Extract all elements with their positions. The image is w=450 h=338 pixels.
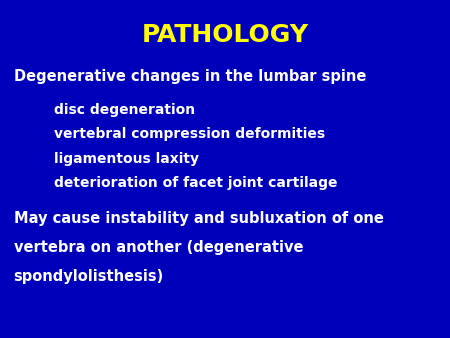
Text: PATHOLOGY: PATHOLOGY xyxy=(141,23,309,48)
Text: spondylolisthesis): spondylolisthesis) xyxy=(14,269,164,284)
Text: Degenerative changes in the lumbar spine: Degenerative changes in the lumbar spine xyxy=(14,69,366,83)
Text: May cause instability and subluxation of one: May cause instability and subluxation of… xyxy=(14,211,383,225)
Text: vertebral compression deformities: vertebral compression deformities xyxy=(54,127,325,141)
Text: ligamentous laxity: ligamentous laxity xyxy=(54,151,199,166)
Text: deterioration of facet joint cartilage: deterioration of facet joint cartilage xyxy=(54,176,338,190)
Text: disc degeneration: disc degeneration xyxy=(54,103,195,117)
Text: vertebra on another (degenerative: vertebra on another (degenerative xyxy=(14,240,303,255)
